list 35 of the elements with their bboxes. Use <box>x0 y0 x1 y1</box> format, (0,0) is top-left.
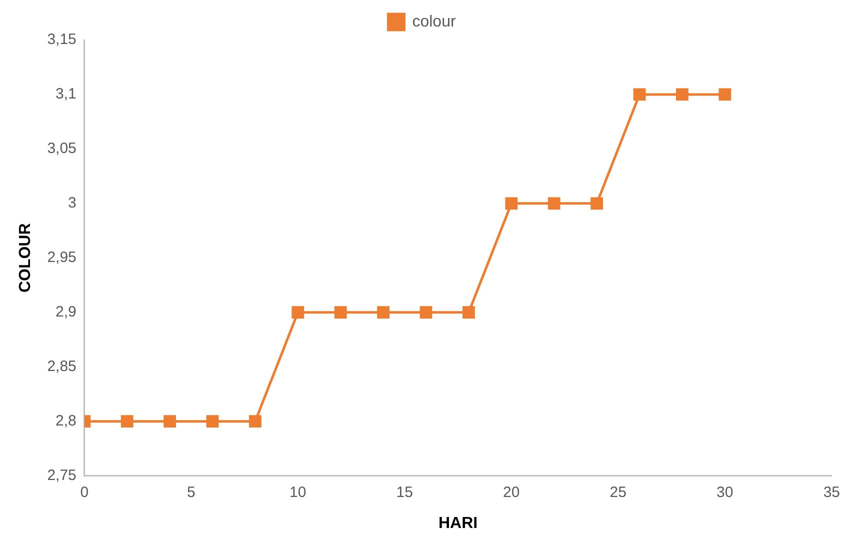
x-tick-label: 5 <box>186 484 196 501</box>
x-tick-label: 15 <box>396 484 413 501</box>
x-tick-label: 10 <box>290 484 306 501</box>
x-axis-title: HARI <box>438 514 478 532</box>
point <box>164 415 176 428</box>
x-tick-label: 0 <box>80 484 89 501</box>
y-tick-label: 2,8 <box>56 412 76 430</box>
point <box>420 306 432 319</box>
point <box>249 415 262 428</box>
y-tick-label: 2,75 <box>47 466 76 484</box>
point <box>548 197 560 210</box>
legend-label: colour <box>412 13 456 30</box>
point <box>718 88 732 101</box>
point <box>206 415 219 428</box>
point <box>334 306 347 319</box>
point <box>377 306 390 319</box>
x-tick-label: 35 <box>823 484 840 501</box>
y-tick-label: 3 <box>68 194 76 212</box>
x-tick-label: 20 <box>503 484 520 501</box>
y-axis-title: COLOUR <box>17 222 34 293</box>
point <box>120 415 134 428</box>
x-tick-label: 30 <box>716 484 734 501</box>
y-tick-label: 2,9 <box>56 304 76 321</box>
y-tick-label: 3,15 <box>47 31 76 48</box>
y-tick-label: 3,05 <box>47 140 76 158</box>
y-tick-label: 2,95 <box>47 249 76 266</box>
point <box>505 197 518 210</box>
x-tick-label: 25 <box>610 484 626 501</box>
point <box>590 197 604 210</box>
y-tick-label: 3,1 <box>56 86 76 103</box>
y-tick-label: 2,85 <box>47 358 76 375</box>
point <box>676 88 688 101</box>
point <box>462 306 475 319</box>
point <box>292 306 304 319</box>
point <box>633 88 646 101</box>
